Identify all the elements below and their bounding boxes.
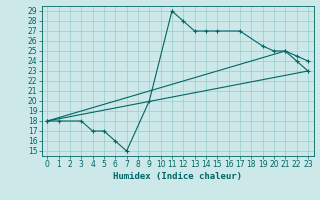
X-axis label: Humidex (Indice chaleur): Humidex (Indice chaleur) (113, 172, 242, 181)
